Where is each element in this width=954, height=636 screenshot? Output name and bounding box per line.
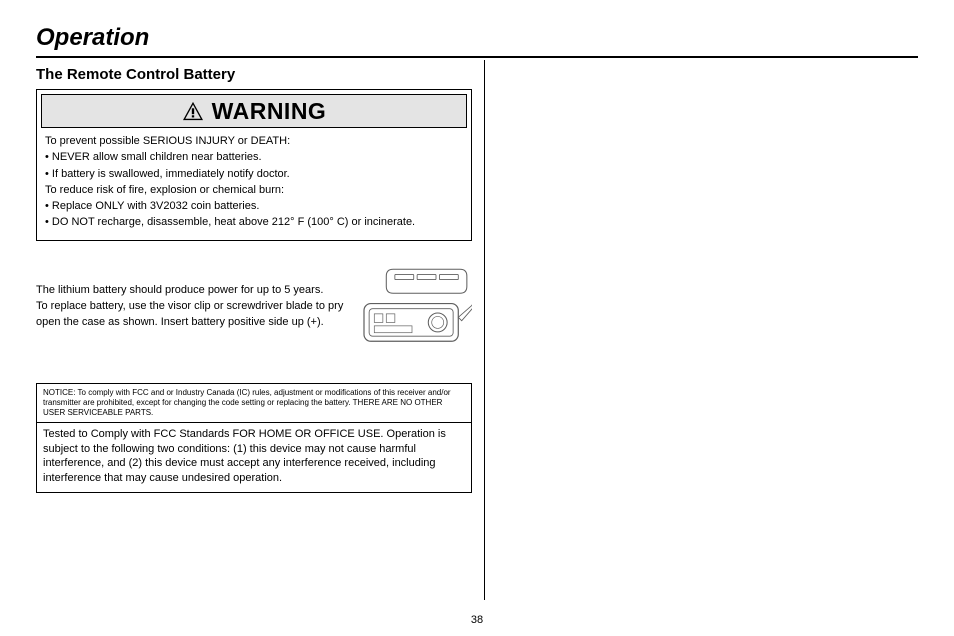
info-line: The lithium battery should produce power…: [36, 283, 344, 299]
warning-line: • NEVER allow small children near batter…: [45, 150, 463, 164]
battery-info-text: The lithium battery should produce power…: [36, 283, 344, 331]
remote-illustration: [352, 259, 472, 355]
two-column-layout: The Remote Control Battery WARNING To pr…: [36, 60, 918, 600]
warning-triangle-icon: [182, 101, 204, 121]
warning-line: To prevent possible SERIOUS INJURY or DE…: [45, 134, 463, 148]
battery-info-block: The lithium battery should produce power…: [36, 259, 472, 355]
subsection-title: The Remote Control Battery: [36, 66, 472, 83]
warning-line: To reduce risk of fire, explosion or che…: [45, 183, 463, 197]
warning-line: • If battery is swallowed, immediately n…: [45, 167, 463, 181]
manual-page: Operation The Remote Control Battery WAR…: [0, 0, 954, 636]
warning-body: To prevent possible SERIOUS INJURY or DE…: [41, 128, 467, 236]
left-column: The Remote Control Battery WARNING To pr…: [36, 60, 484, 600]
section-title: Operation: [36, 24, 918, 56]
notice-box: NOTICE: To comply with FCC and or Indust…: [36, 383, 472, 493]
warning-header-text: WARNING: [212, 98, 327, 125]
warning-line: • DO NOT recharge, disassemble, heat abo…: [45, 215, 463, 229]
page-number: 38: [0, 614, 954, 626]
section-rule: [36, 56, 918, 58]
column-divider: [484, 60, 485, 600]
notice-body-text: Tested to Comply with FCC Standards FOR …: [37, 423, 471, 492]
info-line: To replace battery, use the visor clip o…: [36, 299, 344, 331]
warning-line: • Replace ONLY with 3V2032 coin batterie…: [45, 199, 463, 213]
notice-small-text: NOTICE: To comply with FCC and or Indust…: [37, 384, 471, 423]
warning-box: WARNING To prevent possible SERIOUS INJU…: [36, 89, 472, 241]
warning-header: WARNING: [41, 94, 467, 128]
